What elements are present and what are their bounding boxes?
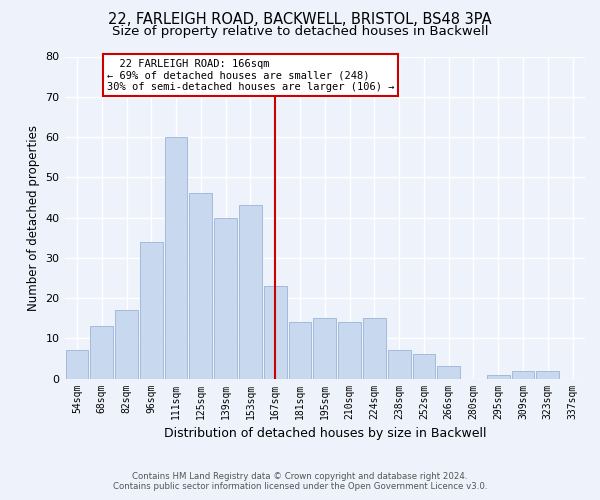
Bar (388, 350, 410, 378)
Text: Size of property relative to detached houses in Backwell: Size of property relative to detached ho… (112, 25, 488, 38)
Bar (65, 350, 88, 378)
Bar (289, 322, 311, 378)
X-axis label: Distribution of detached houses by size in Backwell: Distribution of detached houses by size … (164, 427, 486, 440)
Bar (313, 318, 336, 378)
Bar (140, 242, 163, 378)
Bar (363, 318, 386, 378)
Bar (164, 137, 187, 378)
Bar (536, 370, 559, 378)
Bar (413, 354, 436, 378)
Bar (115, 310, 138, 378)
Y-axis label: Number of detached properties: Number of detached properties (27, 124, 40, 310)
Text: Contains HM Land Registry data © Crown copyright and database right 2024.
Contai: Contains HM Land Registry data © Crown c… (113, 472, 487, 491)
Bar (487, 374, 509, 378)
Bar (338, 322, 361, 378)
Bar (190, 194, 212, 378)
Bar (264, 286, 287, 378)
Bar (437, 366, 460, 378)
Bar (91, 326, 113, 378)
Bar (214, 218, 237, 378)
Bar (512, 370, 535, 378)
Bar (239, 206, 262, 378)
Text: 22 FARLEIGH ROAD: 166sqm
← 69% of detached houses are smaller (248)
30% of semi-: 22 FARLEIGH ROAD: 166sqm ← 69% of detach… (107, 58, 394, 92)
Text: 22, FARLEIGH ROAD, BACKWELL, BRISTOL, BS48 3PA: 22, FARLEIGH ROAD, BACKWELL, BRISTOL, BS… (108, 12, 492, 28)
